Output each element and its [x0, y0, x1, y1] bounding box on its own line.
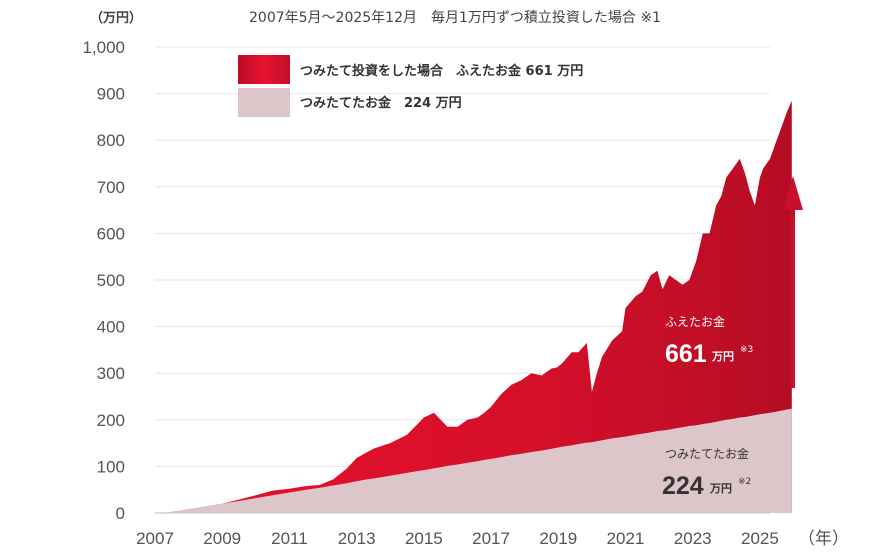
y-tick-label: 600	[97, 224, 125, 243]
legend-swatch-principal	[238, 88, 290, 117]
legend-label-principal: つみたてたお金 224 万円	[300, 95, 462, 111]
x-tick-label: 2019	[539, 529, 577, 548]
x-tick-label: 2007	[136, 529, 174, 548]
y-tick-label: 0	[116, 504, 125, 523]
y-tick-label: 1,000	[82, 38, 125, 57]
annotation-gain-label: ふえたお金	[665, 314, 725, 329]
x-tick-label: 2015	[405, 529, 443, 548]
annotation-principal-note: ※2	[738, 477, 751, 487]
legend: つみたて投資をした場合 ふえたお金 661 万円 つみたてたお金 224 万円	[238, 55, 583, 117]
y-axis-unit: （万円）	[90, 10, 142, 26]
annotation-gain-value: 661	[665, 340, 707, 368]
series-areas	[167, 100, 792, 513]
chart-title: 2007年5月～2025年12月 毎月1万円ずつ積立投資した場合 ※1	[249, 10, 661, 26]
y-tick-labels: 0 100 200 300 400 500 600 700 800 900 1,000	[82, 38, 125, 523]
annotation-gain: ふえたお金 661 万円 ※3	[665, 314, 753, 368]
legend-label-gain: つみたて投資をした場合 ふえたお金 661 万円	[300, 63, 583, 79]
y-tick-label: 900	[97, 85, 125, 104]
x-tick-label: 2023	[674, 529, 712, 548]
y-tick-label: 500	[97, 271, 125, 290]
legend-swatch-gain	[238, 55, 290, 84]
annotation-principal-label: つみたてたお金	[665, 446, 749, 461]
x-tick-label: 2011	[271, 529, 308, 548]
x-tick-label: 2021	[607, 529, 645, 548]
annotation-gain-unit: 万円	[711, 350, 734, 363]
annotation-principal-value: 224	[662, 472, 704, 500]
annotation-principal: つみたてたお金 224 万円 ※2	[662, 446, 751, 500]
y-tick-label: 700	[97, 178, 125, 197]
x-tick-label: 2025	[741, 529, 779, 548]
y-tick-label: 200	[97, 411, 125, 430]
annotation-principal-unit: 万円	[709, 482, 732, 495]
grid-lines	[155, 46, 770, 514]
x-tick-label: 2017	[472, 529, 510, 548]
x-axis-unit: （年）	[798, 529, 849, 548]
growth-arrow-icon	[783, 176, 803, 388]
series-area-principal	[167, 408, 792, 513]
y-tick-label: 800	[97, 131, 125, 150]
x-tick-label: 2013	[338, 529, 376, 548]
x-tick-labels: 2007 2009 2011 2013 2015 2017 2019 2021 2023 2025	[136, 529, 779, 548]
annotation-gain-note: ※3	[740, 345, 753, 355]
x-tick-label: 2009	[203, 529, 241, 548]
y-tick-label: 100	[97, 457, 125, 476]
y-tick-label: 300	[97, 364, 125, 383]
y-tick-label: 400	[97, 318, 125, 337]
series-area-gain	[167, 100, 792, 513]
